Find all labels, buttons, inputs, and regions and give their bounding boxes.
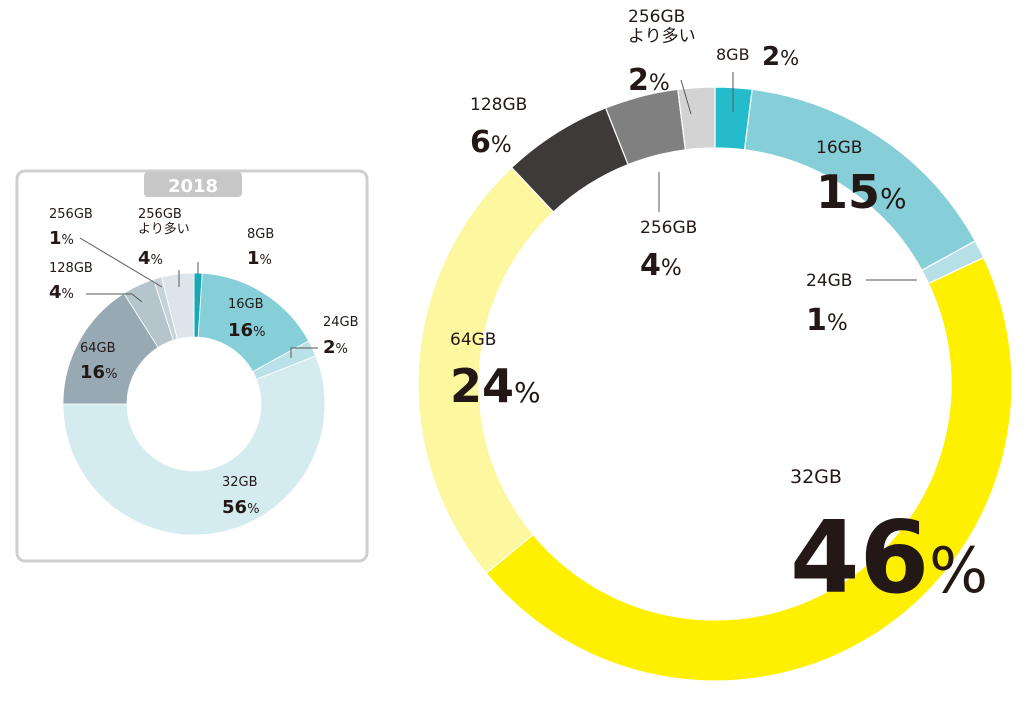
category-label: 32GB	[790, 466, 842, 488]
leader-line	[290, 347, 318, 358]
percent-label: 46%	[790, 499, 988, 616]
chart-2018-donut	[62, 272, 326, 536]
year-tab	[144, 172, 242, 197]
category-label: 16GB	[228, 297, 264, 312]
label-16gb: 16GB 16%	[228, 297, 265, 341]
percent-label: 4%	[138, 248, 163, 269]
label-32gb: 32GB 56%	[222, 475, 259, 518]
percent-label: 2%	[628, 63, 670, 98]
label-16gb: 16GB 15%	[816, 138, 907, 219]
category-label: 128GB	[49, 261, 93, 276]
category-label: 64GB	[450, 330, 496, 350]
category-label: 8GB	[247, 227, 274, 242]
label-128gb: 128GB 4%	[49, 261, 143, 303]
category-label: 64GB	[80, 341, 116, 356]
percent-label: 16%	[228, 320, 265, 341]
percent-label: 1%	[49, 228, 74, 249]
label-64gb: 64GB 16%	[80, 341, 117, 383]
category-label: より多い	[138, 221, 190, 237]
slice-32gb	[485, 256, 1013, 682]
label-256gb: 256GB 4%	[640, 172, 697, 283]
category-label: 32GB	[222, 475, 258, 490]
percent-label: 2%	[762, 42, 799, 72]
leader-line	[680, 79, 692, 115]
percent-label: 6%	[470, 125, 512, 160]
label-128gb: 128GB 6%	[470, 95, 527, 160]
chart-current-donut	[417, 86, 1013, 682]
slice-32gb	[62, 355, 326, 536]
percent-label: 4%	[49, 282, 74, 303]
slice-256gb-plus	[160, 272, 195, 340]
percent-label: 4%	[640, 248, 682, 283]
label-256gb: 256GB 1%	[49, 207, 163, 288]
label-64gb: 64GB 24%	[450, 330, 541, 413]
percent-label: 2%	[323, 337, 348, 358]
category-label: 16GB	[816, 138, 862, 158]
chart-2018-labels: 8GB1%16GB16%24GB2%32GB56%64GB16%128GB4%2…	[49, 207, 359, 518]
label-24gb: 24GB 1%	[806, 271, 917, 338]
percent-label: 15%	[816, 165, 907, 219]
category-label: 24GB	[323, 315, 359, 330]
percent-label: 1%	[247, 248, 272, 269]
percent-label: 24%	[450, 359, 541, 413]
category-label: 256GB	[49, 207, 93, 222]
leader-line	[79, 237, 163, 288]
category-label: 256GB	[138, 207, 182, 222]
chart-2018-title: 2018	[168, 176, 218, 197]
percent-label: 56%	[222, 497, 259, 518]
leader-line	[86, 293, 143, 303]
category-label: 24GB	[806, 271, 852, 291]
category-label: より多い	[628, 27, 696, 47]
chart-current-labels: 8GB 2% 16GB 15% 24GB 1% 32GB 46% 64GB 24% 128GB 6% 2…	[450, 7, 988, 616]
category-label: 128GB	[470, 95, 527, 115]
category-label: 256GB	[628, 7, 685, 27]
percent-label: 1%	[806, 303, 848, 338]
category-label: 8GB	[716, 45, 750, 64]
label-32gb: 32GB 46%	[790, 466, 988, 616]
label-8gb: 8GB 2%	[716, 42, 799, 112]
category-label: 256GB	[640, 218, 697, 238]
label-24gb: 24GB 2%	[290, 315, 359, 358]
slice-256gb-plus	[677, 86, 716, 151]
percent-label: 16%	[80, 362, 117, 383]
